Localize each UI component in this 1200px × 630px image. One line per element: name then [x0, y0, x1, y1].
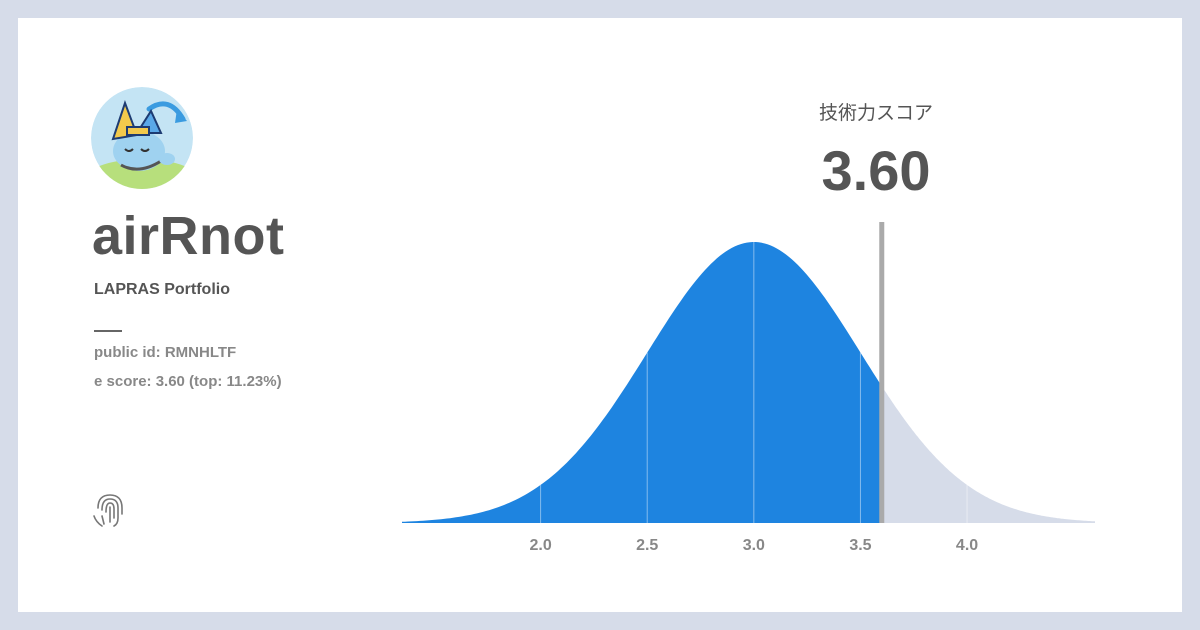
divider — [94, 330, 122, 332]
score-label: 技術力スコア — [818, 103, 933, 124]
fingerprint-icon — [92, 490, 128, 535]
x-tick-label-2.0: 2.0 — [529, 537, 551, 554]
x-tick-label-2.5: 2.5 — [636, 537, 658, 554]
distribution-remaining-area — [881, 386, 1095, 523]
score-value: 3.60 — [821, 139, 931, 202]
avatar — [91, 87, 193, 189]
x-tick-label-3.0: 3.0 — [743, 537, 765, 554]
x-tick-label-4.0: 4.0 — [956, 537, 978, 554]
public-id: public id: RMNHLTF — [94, 344, 237, 361]
x-tick-label-3.5: 3.5 — [849, 537, 871, 554]
profile-name: airRnot — [92, 206, 285, 266]
score-summary: e score: 3.60 (top: 11.23%) — [94, 373, 282, 390]
profile-subtitle: LAPRAS Portfolio — [94, 281, 230, 298]
pokemon-avatar-icon — [91, 87, 193, 189]
distribution-filled-area — [402, 242, 882, 523]
